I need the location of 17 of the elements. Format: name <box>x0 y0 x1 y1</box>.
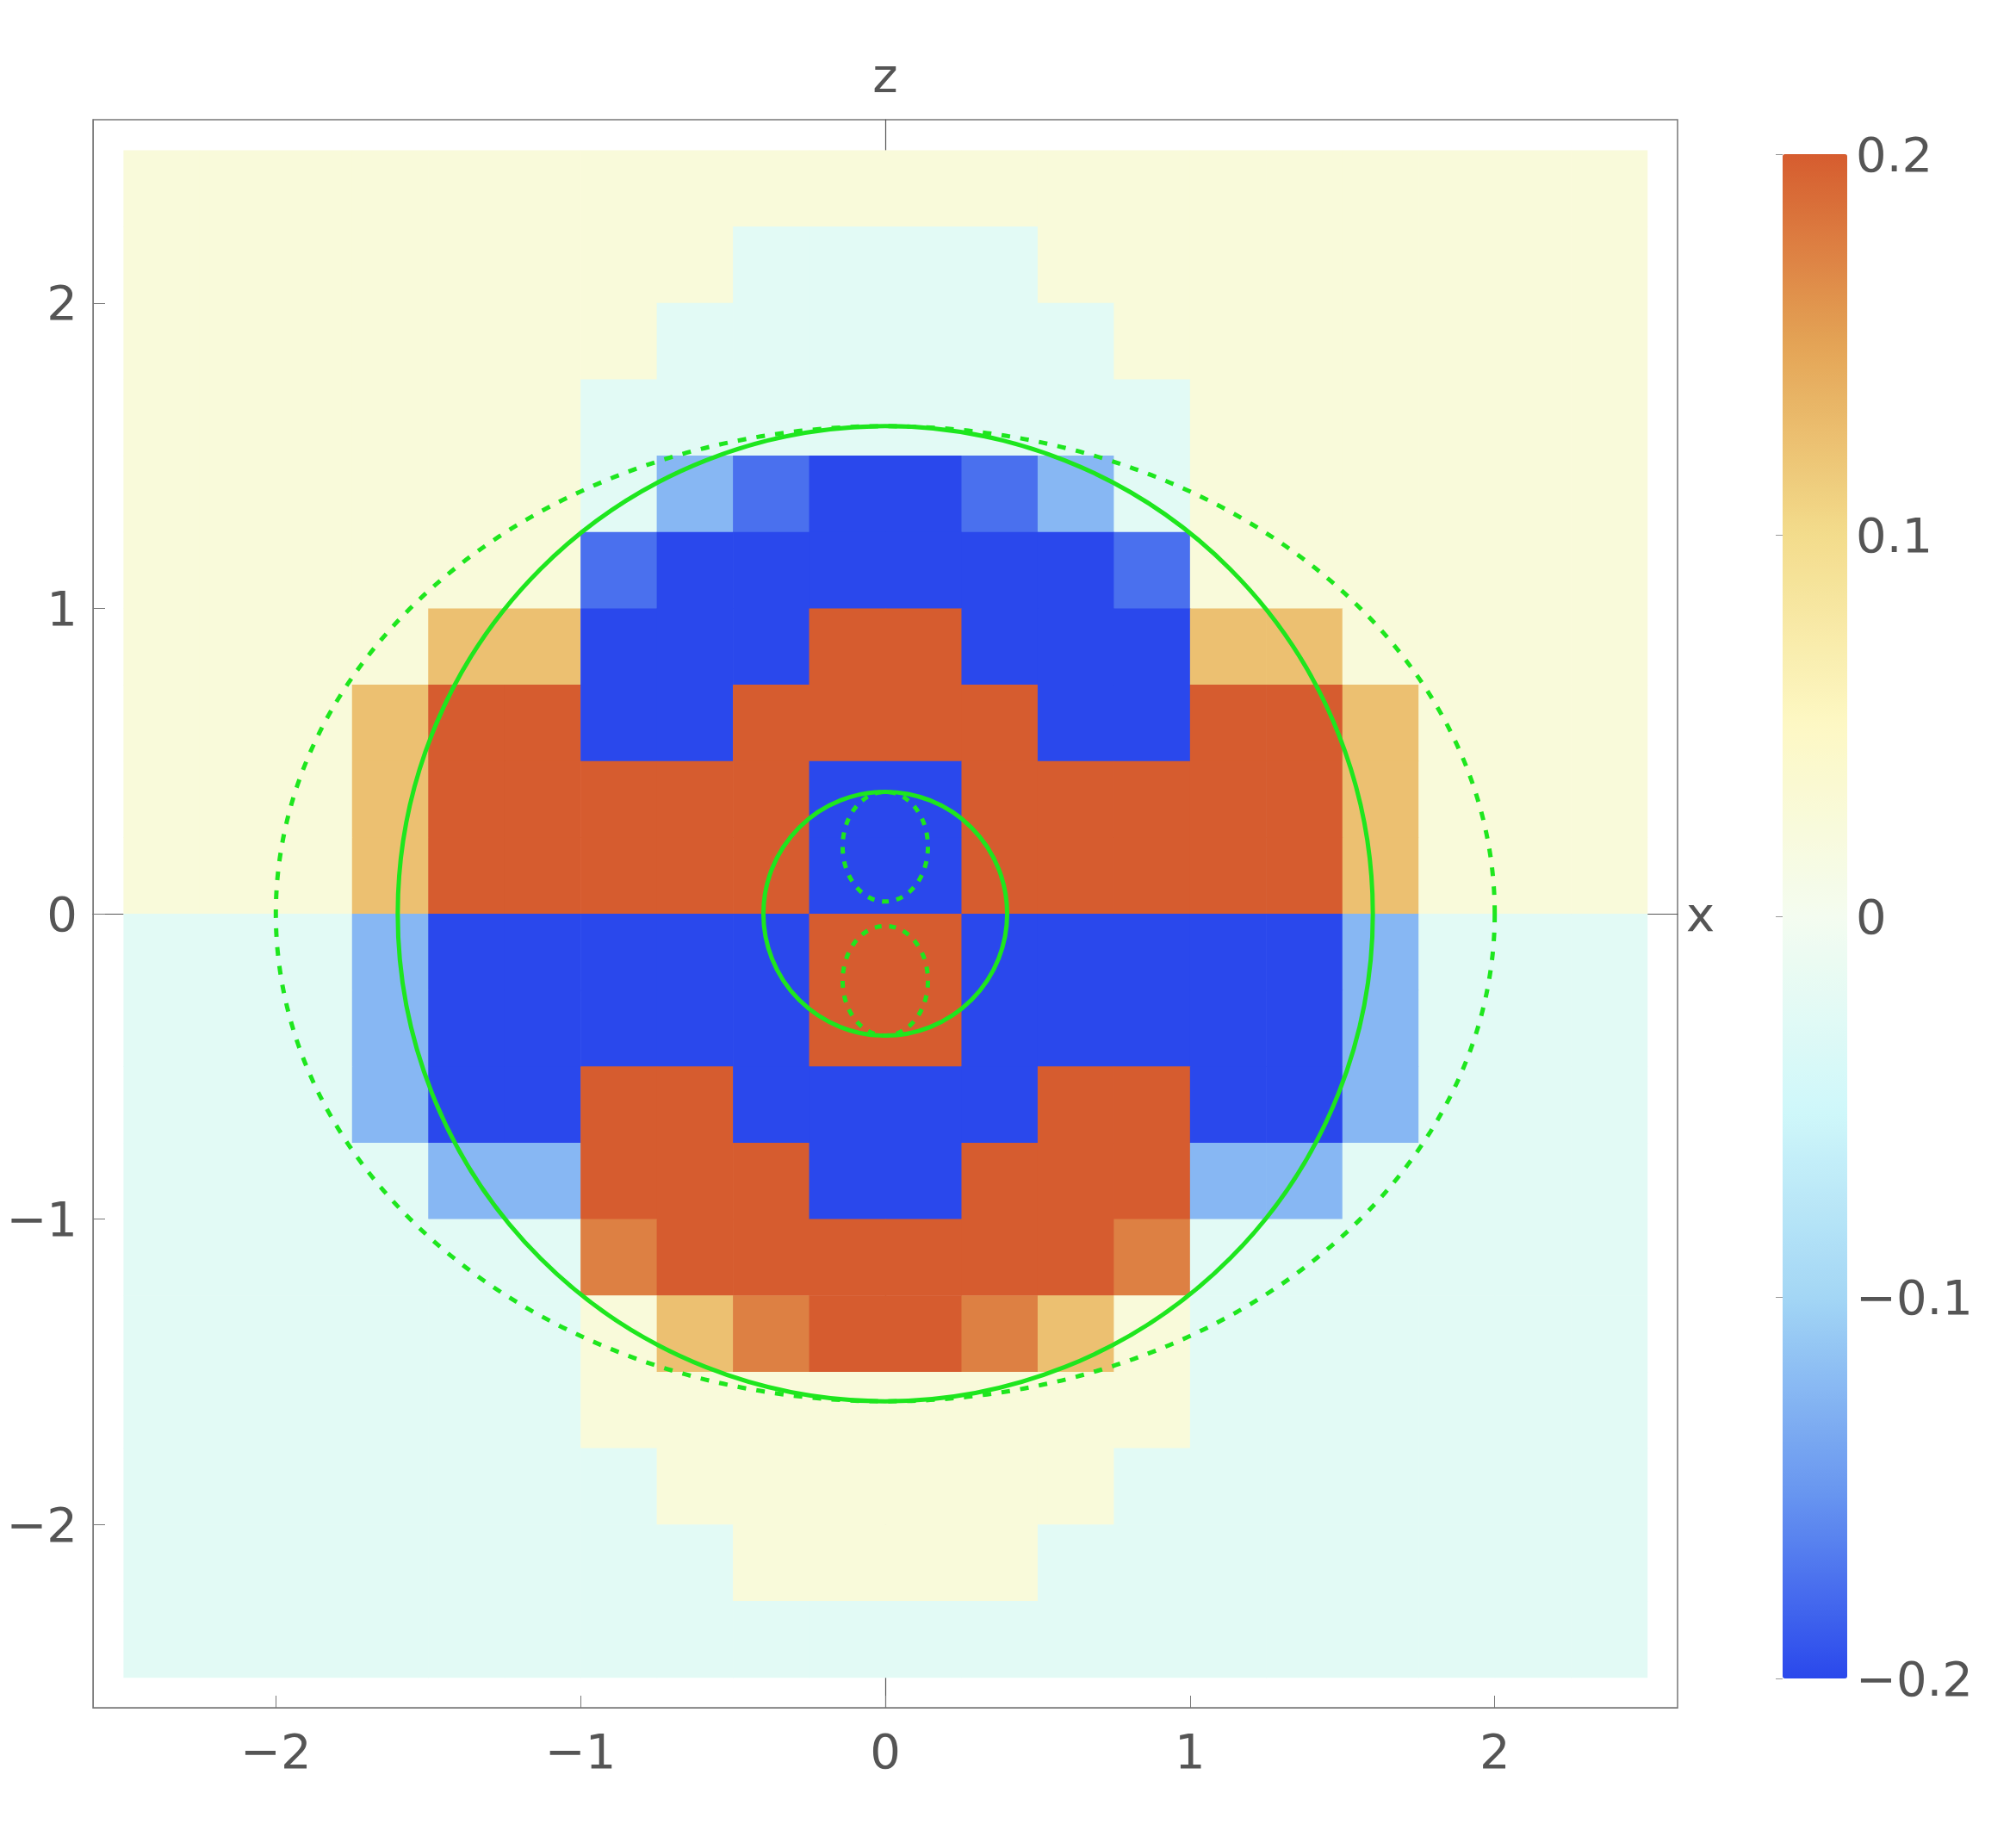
x-tick-label: −1 <box>544 1722 617 1779</box>
y-axis-title: z <box>872 47 898 103</box>
y-tick-label: −1 <box>6 1191 78 1248</box>
color-bar-label: 0 <box>1856 888 1887 945</box>
y-tick-label: 1 <box>47 580 78 636</box>
x-tick-label: 0 <box>870 1722 901 1779</box>
x-tick-label: 1 <box>1175 1722 1206 1779</box>
color-bar-label: 0.1 <box>1856 507 1933 563</box>
color-bar-label: −0.2 <box>1856 1650 1973 1707</box>
x-tick-label: −2 <box>240 1722 312 1779</box>
x-axis-title: x <box>1686 885 1715 942</box>
color-bar-label: −0.1 <box>1856 1269 1973 1325</box>
color-bar-label: 0.2 <box>1856 126 1933 183</box>
x-tick-label: 2 <box>1479 1722 1510 1779</box>
y-tick-label: 0 <box>47 885 78 942</box>
y-tick-label: −2 <box>6 1496 78 1553</box>
y-tick-label: 2 <box>47 275 78 332</box>
